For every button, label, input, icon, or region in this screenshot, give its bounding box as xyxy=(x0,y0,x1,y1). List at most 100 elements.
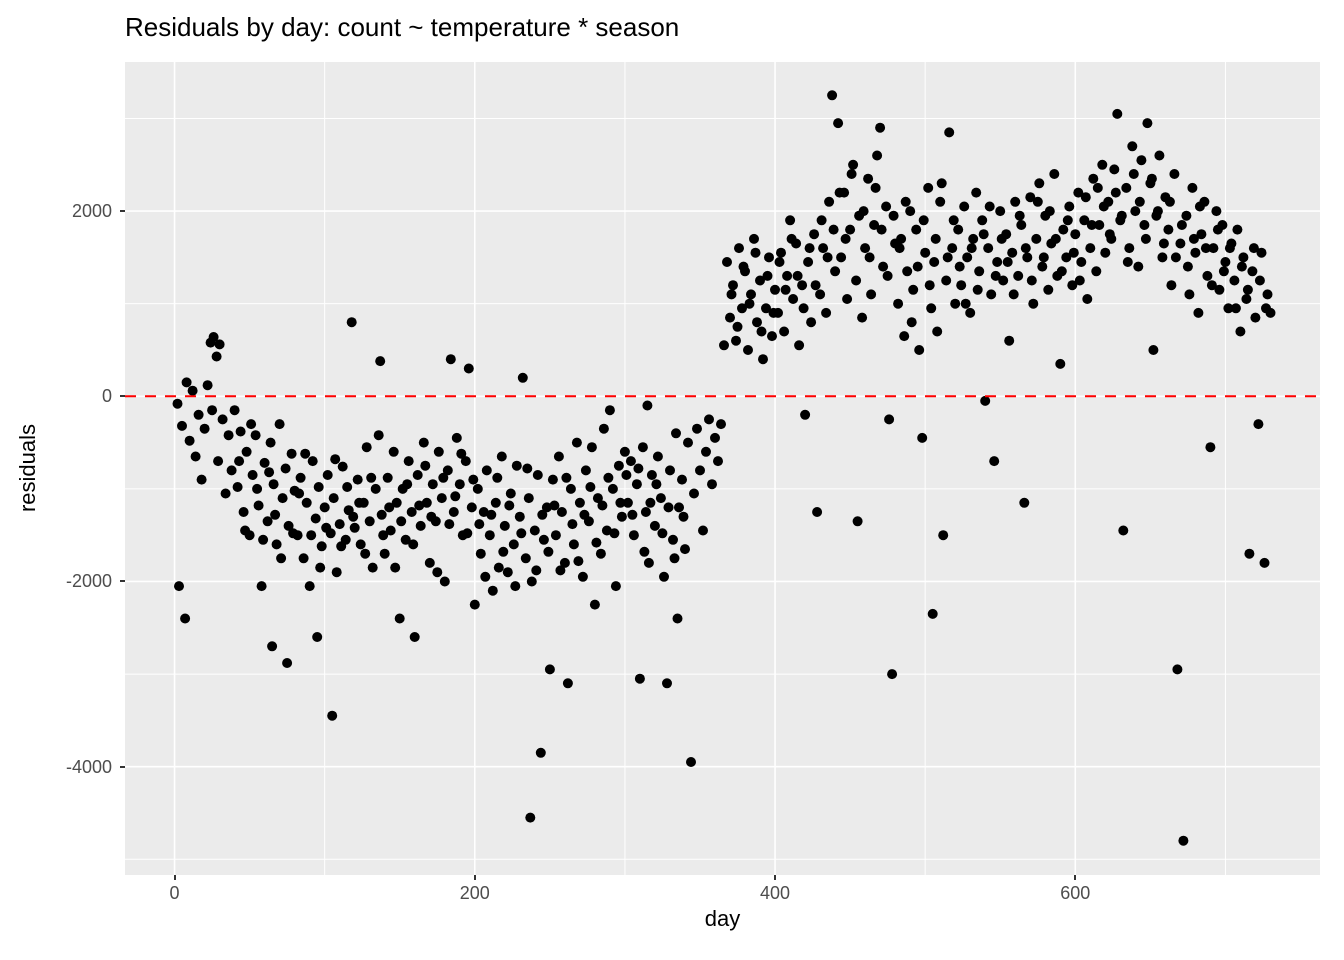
data-point xyxy=(852,516,863,527)
data-point xyxy=(304,581,315,592)
data-point xyxy=(768,307,779,318)
plot-title: Residuals by day: count ~ temperature * … xyxy=(125,12,680,42)
data-point xyxy=(373,430,384,441)
data-point xyxy=(659,571,669,582)
data-point xyxy=(834,187,845,198)
data-point xyxy=(770,284,780,295)
data-point xyxy=(669,553,680,564)
data-point xyxy=(947,243,958,254)
data-point xyxy=(234,456,245,467)
data-point xyxy=(1097,159,1108,170)
data-point xyxy=(962,252,973,263)
data-point xyxy=(486,509,497,520)
data-point xyxy=(1188,233,1199,244)
data-point xyxy=(331,567,342,578)
data-point xyxy=(556,507,567,517)
data-point xyxy=(421,497,432,508)
data-point xyxy=(541,502,552,513)
data-point xyxy=(983,243,994,254)
data-point xyxy=(863,173,874,184)
data-point xyxy=(346,317,357,328)
data-point xyxy=(1229,275,1240,286)
data-point xyxy=(427,479,438,490)
data-point xyxy=(977,215,988,226)
data-point xyxy=(391,497,402,508)
data-point xyxy=(376,509,387,520)
data-point xyxy=(1214,284,1225,295)
data-point xyxy=(1152,206,1163,217)
data-point xyxy=(267,641,278,652)
data-point xyxy=(553,451,564,462)
data-point xyxy=(312,632,323,642)
data-point xyxy=(810,280,821,291)
data-point xyxy=(756,326,767,337)
data-point xyxy=(1104,229,1115,240)
data-point xyxy=(1068,247,1079,258)
data-point xyxy=(502,567,513,578)
data-point xyxy=(1154,150,1165,161)
data-point xyxy=(1118,525,1129,536)
data-point xyxy=(971,187,982,198)
data-point xyxy=(1182,261,1193,272)
data-point xyxy=(454,479,465,490)
data-point xyxy=(818,243,829,254)
data-point xyxy=(657,528,668,539)
data-point xyxy=(394,613,405,624)
data-point xyxy=(926,303,937,314)
data-point xyxy=(986,289,997,300)
data-point xyxy=(474,519,485,530)
data-point xyxy=(384,502,395,513)
data-point xyxy=(1034,178,1045,189)
data-point xyxy=(1073,187,1084,198)
data-point xyxy=(908,284,919,295)
x-axis-title: day xyxy=(704,906,741,931)
data-point xyxy=(288,528,299,539)
data-point xyxy=(1206,280,1217,291)
data-point xyxy=(1236,261,1247,272)
data-point xyxy=(899,331,910,342)
data-point xyxy=(935,196,946,207)
data-point xyxy=(322,470,333,480)
data-point xyxy=(259,457,270,468)
data-point xyxy=(1212,224,1223,235)
data-point xyxy=(1037,261,1048,272)
data-point xyxy=(698,525,708,536)
x-tick-mark xyxy=(1074,875,1077,880)
data-point xyxy=(621,470,632,480)
data-point xyxy=(984,201,995,212)
data-point xyxy=(298,553,309,564)
data-point xyxy=(695,465,705,476)
data-point xyxy=(475,548,486,559)
data-point xyxy=(627,509,638,520)
data-point xyxy=(235,426,246,437)
data-point xyxy=(884,414,895,425)
data-point xyxy=(959,201,970,212)
data-point xyxy=(172,398,183,409)
data-point xyxy=(822,252,833,263)
data-point xyxy=(1261,303,1271,314)
data-point xyxy=(388,446,399,457)
data-point xyxy=(1043,284,1054,295)
data-point xyxy=(547,474,558,485)
data-point xyxy=(265,437,276,448)
data-point xyxy=(1230,303,1241,314)
data-point xyxy=(184,435,195,446)
data-point xyxy=(990,270,1001,281)
x-tick-label: 400 xyxy=(760,883,791,903)
data-point xyxy=(1014,210,1025,221)
data-point xyxy=(549,500,560,511)
data-point xyxy=(906,317,917,328)
x-tick-mark xyxy=(173,875,176,880)
data-point xyxy=(1008,289,1019,300)
data-point xyxy=(1134,196,1145,207)
data-point xyxy=(749,233,759,244)
data-point xyxy=(607,483,618,494)
data-point xyxy=(840,233,851,244)
data-point xyxy=(794,340,805,351)
data-point xyxy=(631,479,642,490)
data-point xyxy=(858,206,869,217)
data-point xyxy=(361,442,372,453)
data-point xyxy=(567,519,578,530)
data-point xyxy=(493,562,504,573)
data-point xyxy=(894,243,905,254)
